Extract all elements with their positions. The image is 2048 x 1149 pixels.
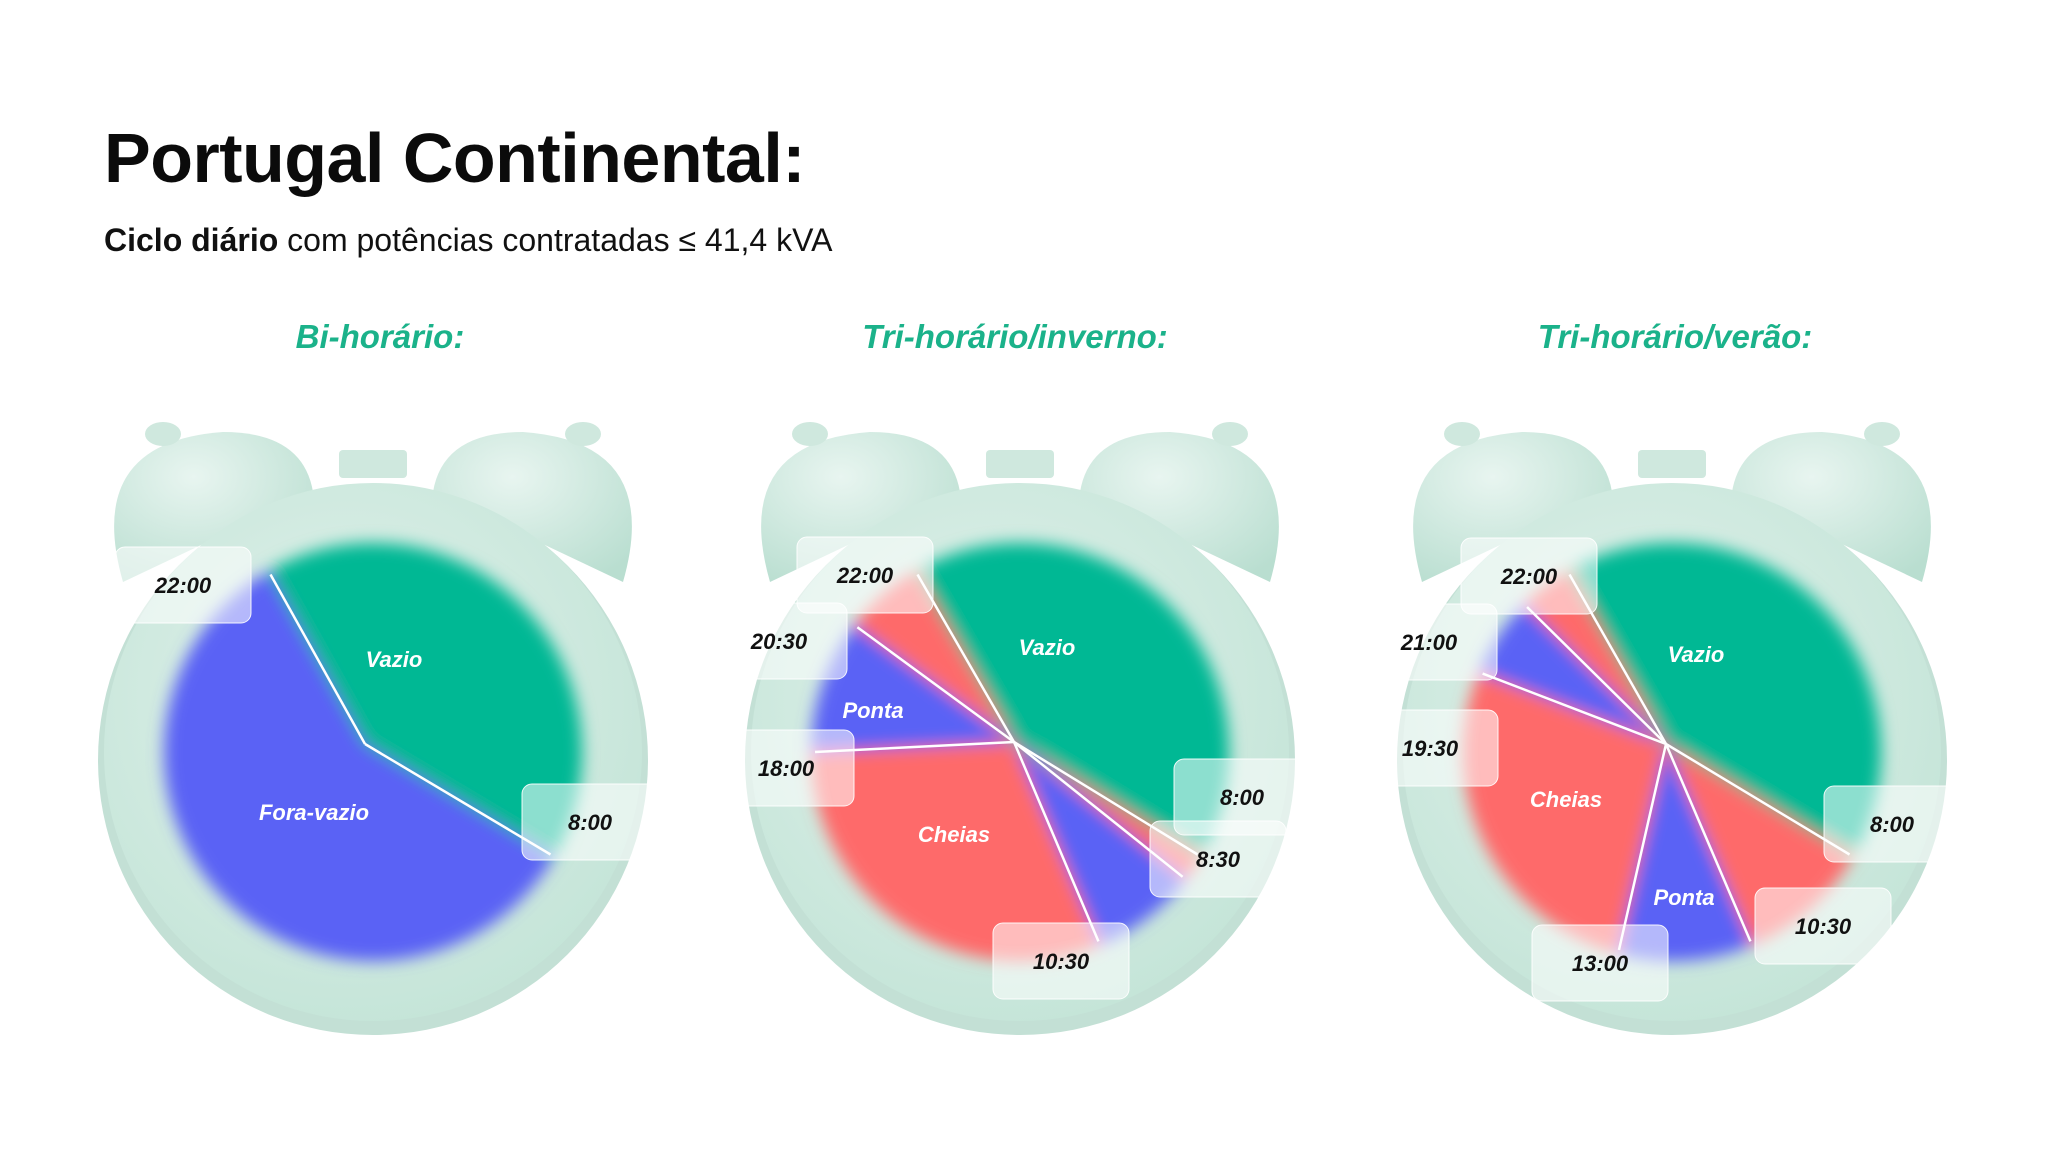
- time-tag-box: [1360, 603, 1498, 681]
- segment-ponta-2: [1014, 742, 1186, 946]
- time-tag-text: 8:30: [1196, 847, 1241, 872]
- segment-ponta-4: [811, 624, 1014, 752]
- page-title: Portugal Continental:: [104, 119, 806, 197]
- segment-divider-0: [269, 573, 367, 745]
- segment-label-cheias: Cheias: [1530, 787, 1602, 812]
- clock-bell-right: [1732, 432, 1931, 582]
- time-tag-800: 8:00: [1173, 758, 1311, 836]
- time-tag-text: 21:00: [1400, 630, 1458, 655]
- time-tag-text: 10:30: [1033, 949, 1090, 974]
- time-tag-2200: 22:00: [796, 536, 934, 614]
- time-tag-text: 22:00: [154, 573, 212, 598]
- segment-divider-5: [1526, 606, 1667, 745]
- time-tag-text: 19:30: [1402, 736, 1459, 761]
- segment-ponta-2: [1617, 744, 1752, 961]
- clock-face: [164, 542, 582, 961]
- time-tag-box: [1149, 820, 1287, 898]
- clock-bell-left: [114, 432, 313, 582]
- segment-divider-1: [1665, 742, 1851, 856]
- segment-label-vazio: Vazio: [1019, 635, 1076, 660]
- subtitle-rest: com potências contratadas ≤ 41,4 kVA: [278, 222, 833, 258]
- clock-knob-right: [1864, 422, 1900, 446]
- clock-crown: [986, 450, 1054, 478]
- clock-bell-right: [433, 432, 632, 582]
- time-tag-2200: 22:00: [1460, 537, 1598, 615]
- time-tag-text: 22:00: [1500, 564, 1558, 589]
- segment-ponta-1: [164, 571, 554, 961]
- time-tag-2100: 21:00: [1360, 603, 1498, 681]
- time-tag-1030: 10:30: [992, 922, 1130, 1000]
- time-tag-text: 13:00: [1572, 951, 1629, 976]
- clock-knob-left: [792, 422, 828, 446]
- segment-vazio-0: [1567, 542, 1881, 857]
- time-tag-text: 22:00: [836, 563, 894, 588]
- clock-knob-left: [145, 422, 181, 446]
- page-subtitle: Ciclo diário com potências contratadas ≤…: [104, 222, 832, 259]
- clock-crown: [339, 450, 407, 478]
- segment-cheias-3: [1462, 672, 1666, 954]
- segment-label-fora-vazio: Fora-vazio: [259, 800, 369, 825]
- time-tag-text: 10:30: [1795, 914, 1852, 939]
- segment-divider-1: [364, 742, 552, 856]
- segment-label-ponta: Ponta: [1653, 885, 1714, 910]
- time-tag-800: 8:00: [1823, 785, 1961, 863]
- time-tag-box: [1823, 785, 1961, 863]
- segment-cheias-3: [811, 742, 1100, 961]
- time-tag-text: 8:00: [568, 810, 613, 835]
- time-tag-box: [992, 922, 1130, 1000]
- time-tag-box: [796, 536, 934, 614]
- clock-chart-1: Vazio Cheias Ponta 22:00 20:30 18:00 8:00 8:30 1…: [710, 422, 1311, 1035]
- time-tag-text: 18:00: [758, 756, 815, 781]
- segment-vazio-0: [268, 542, 582, 857]
- clock-chart-2: Vazio Ponta Cheias 22:00 21:00 19:30 8:00 10:30…: [1360, 422, 1961, 1035]
- segment-divider-2: [1664, 743, 1752, 942]
- chart-title-bi-horario: Bi-horário:: [295, 318, 465, 355]
- clock-knob-right: [1212, 422, 1248, 446]
- segment-vazio-0: [915, 542, 1229, 857]
- clock-face: [1462, 542, 1881, 961]
- segment-divider-0: [916, 573, 1016, 743]
- time-tag-box: [1754, 887, 1892, 965]
- time-tag-2030: 20:30: [710, 602, 848, 680]
- chart-title-tri-inverno: Tri-horário/inverno:: [862, 318, 1168, 355]
- segment-label-vazio: Vazio: [1668, 642, 1725, 667]
- time-tag-box: [521, 783, 659, 861]
- time-tag-830: 8:30: [1149, 820, 1287, 898]
- segment-divider-3: [1012, 741, 1100, 942]
- segment-divider-5: [856, 626, 1015, 744]
- time-tag-box: [1531, 924, 1669, 1002]
- chart-title-tri-verao: Tri-horário/verão:: [1537, 318, 1813, 355]
- segment-label-cheias: Cheias: [918, 822, 990, 847]
- clock-knob-right: [565, 422, 601, 446]
- segment-cheias-5: [854, 571, 1014, 742]
- segment-divider-3: [1617, 743, 1668, 951]
- time-tag-text: 8:00: [1870, 812, 1915, 837]
- time-tag-1300: 13:00: [1531, 924, 1669, 1002]
- time-tag-1030: 10:30: [1754, 887, 1892, 965]
- subtitle-bold: Ciclo diário: [104, 222, 279, 258]
- time-tag-1930: 19:30: [1361, 709, 1499, 787]
- time-tag-box: [1361, 709, 1499, 787]
- time-tag-box: [1460, 537, 1598, 615]
- time-tag-1800: 18:00: [717, 729, 855, 807]
- clock-knob-left: [1444, 422, 1480, 446]
- clock-bell-right: [1080, 432, 1279, 582]
- time-tag-2200: 22:00: [114, 546, 252, 624]
- time-tag-text: 8:00: [1220, 785, 1265, 810]
- segment-label-ponta: Ponta: [842, 698, 903, 723]
- clock-chart-0: Vazio Fora-vazio 22:00 8:00: [98, 422, 659, 1035]
- segment-divider-4: [1482, 672, 1667, 746]
- time-tag-text: 20:30: [750, 629, 808, 654]
- clock-crown: [1638, 450, 1706, 478]
- time-tag-800: 8:00: [521, 783, 659, 861]
- time-tag-box: [710, 602, 848, 680]
- segment-label-vazio: Vazio: [366, 647, 423, 672]
- segment-ponta-4: [1478, 604, 1666, 744]
- time-tag-box: [717, 729, 855, 807]
- time-tag-box: [114, 546, 252, 624]
